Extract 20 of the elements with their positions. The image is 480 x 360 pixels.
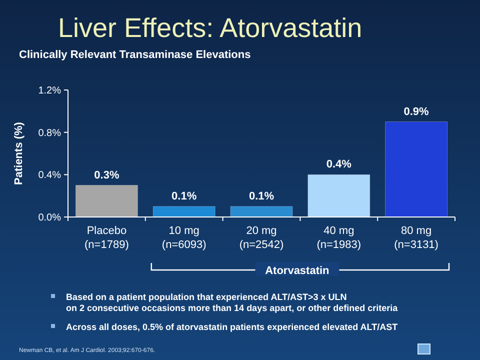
x-tick-label: Placebo (n=1789) <box>84 225 129 251</box>
data-label: 0.1% <box>172 190 197 202</box>
x-tick-label: 20 mg (n=2542) <box>239 225 284 251</box>
data-label: 0.4% <box>326 158 352 171</box>
chart-title: Liver Effects: Atorvastatin <box>58 13 362 43</box>
chart-subtitle: Clinically Relevant Transaminase Elevations <box>19 49 251 61</box>
y-tick-label: 0.4% <box>38 170 62 182</box>
y-tick-label: 0.8% <box>38 128 62 139</box>
data-label: 0.3% <box>94 169 120 182</box>
y-tick-label: 1.2% <box>38 86 62 96</box>
data-label: 0.9% <box>404 106 430 118</box>
y-axis-title: Patients (%) <box>13 122 25 185</box>
text: Atorvastatin <box>265 265 330 277</box>
text: Across all doses, 0.5% of atorvastatin patients experienced elevated ALT/AST <box>66 322 398 332</box>
data-label: 0.1% <box>248 190 274 202</box>
x-tick-label: 10 mg (n=6093) <box>162 225 206 251</box>
text: Based on a patient population that experienced ALT/AST>3 x ULN on 2 consecutive occasions more than 14 days apart, or other defined criteria <box>66 292 399 313</box>
y-tick-label: 0.0% <box>38 212 62 224</box>
x-tick-label: 40 mg (n=1983) <box>316 225 362 251</box>
x-tick-label: 80 mg (n=3131) <box>394 225 438 251</box>
